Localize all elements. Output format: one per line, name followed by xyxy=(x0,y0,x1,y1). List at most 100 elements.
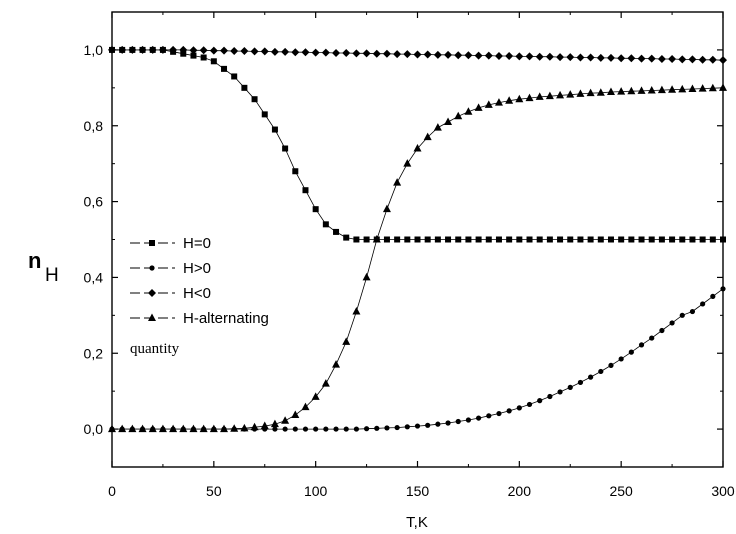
data-point-h-alternating xyxy=(423,132,432,141)
data-point-hlt0 xyxy=(179,45,188,54)
data-point-hgt0 xyxy=(547,393,553,400)
data-point-h-alternating xyxy=(209,424,218,433)
data-point-h-alternating xyxy=(342,337,351,345)
data-point-hlt0 xyxy=(566,53,575,62)
data-point-heq0 xyxy=(618,236,625,243)
data-point-hlt0 xyxy=(657,55,666,64)
data-point-heq0 xyxy=(241,84,248,91)
data-point-heq0 xyxy=(679,236,686,243)
data-point-heq0 xyxy=(383,236,390,243)
data-point-h-alternating xyxy=(220,424,229,433)
data-point-heq0 xyxy=(597,236,604,243)
data-point-h-alternating xyxy=(148,424,157,433)
data-point-h-alternating xyxy=(627,86,636,95)
data-point-hgt0 xyxy=(486,413,492,419)
data-point-hgt0 xyxy=(374,425,380,431)
data-point-hgt0 xyxy=(435,421,441,427)
data-point-heq0 xyxy=(261,111,268,118)
data-point-hlt0 xyxy=(627,54,636,63)
data-point-hlt0 xyxy=(444,50,453,59)
data-point-h-alternating xyxy=(657,85,666,94)
data-point-hgt0 xyxy=(414,423,421,429)
legend-marker-heq0 xyxy=(149,240,155,246)
data-point-h-alternating xyxy=(494,98,503,106)
data-point-heq0 xyxy=(465,236,472,243)
data-point-hgt0 xyxy=(526,401,533,408)
data-point-hlt0 xyxy=(128,45,137,54)
data-point-hgt0 xyxy=(537,398,543,404)
data-point-heq0 xyxy=(546,236,553,243)
series-line-h-alternating xyxy=(112,87,724,430)
legend-marker-hgt0 xyxy=(149,265,155,271)
data-point-h-alternating xyxy=(484,100,493,108)
data-point-hlt0 xyxy=(260,47,269,56)
data-point-hgt0 xyxy=(313,426,319,432)
data-point-hlt0 xyxy=(647,54,656,63)
data-point-h-alternating xyxy=(413,144,422,152)
data-point-heq0 xyxy=(648,236,655,243)
data-point-hlt0 xyxy=(606,53,615,62)
legend-label-heq0: H=0 xyxy=(183,235,211,252)
data-point-h-alternating xyxy=(291,410,300,419)
data-point-hlt0 xyxy=(189,46,198,55)
data-point-h-alternating xyxy=(199,424,208,433)
x-tick-label: 250 xyxy=(609,483,633,499)
data-point-hlt0 xyxy=(240,47,249,56)
data-point-hlt0 xyxy=(494,51,503,60)
data-point-hgt0 xyxy=(394,424,400,431)
data-point-hlt0 xyxy=(108,45,116,54)
data-point-heq0 xyxy=(322,221,329,228)
data-point-heq0 xyxy=(312,206,319,213)
data-point-h-alternating xyxy=(270,419,279,428)
data-point-hgt0 xyxy=(638,342,645,348)
data-point-hlt0 xyxy=(332,48,341,57)
y-tick-label: 0,2 xyxy=(84,345,104,361)
data-point-h-alternating xyxy=(179,424,188,433)
data-point-hlt0 xyxy=(301,48,310,57)
data-point-h-alternating xyxy=(260,421,269,430)
data-point-h-alternating xyxy=(678,84,687,93)
data-point-h-alternating xyxy=(444,117,453,125)
data-point-hlt0 xyxy=(209,46,218,55)
data-point-hgt0 xyxy=(618,356,624,362)
data-point-hlt0 xyxy=(382,49,391,58)
data-point-hlt0 xyxy=(372,49,381,58)
data-point-h-alternating xyxy=(372,235,381,243)
x-axis-title: T,K xyxy=(406,514,428,531)
data-point-hgt0 xyxy=(567,384,573,390)
data-point-hlt0 xyxy=(423,50,432,59)
data-point-h-alternating xyxy=(362,272,371,281)
data-point-hgt0 xyxy=(720,286,726,292)
y-axis-title-subscript: H xyxy=(45,265,59,286)
data-point-h-alternating xyxy=(332,360,341,368)
data-point-h-alternating xyxy=(158,424,167,433)
data-point-heq0 xyxy=(251,96,258,103)
x-tick-label: 50 xyxy=(206,483,222,499)
data-point-hgt0 xyxy=(577,379,584,386)
data-point-hgt0 xyxy=(689,308,696,315)
data-point-h-alternating xyxy=(464,107,473,115)
data-point-hlt0 xyxy=(617,54,626,63)
data-point-hgt0 xyxy=(353,426,359,432)
data-point-h-alternating xyxy=(250,422,259,431)
data-point-h-alternating xyxy=(556,90,565,99)
data-point-heq0 xyxy=(190,52,197,59)
data-point-hgt0 xyxy=(404,424,410,430)
data-point-h-alternating xyxy=(525,93,534,102)
data-point-h-alternating xyxy=(281,416,290,424)
data-point-h-alternating xyxy=(668,85,677,93)
data-point-heq0 xyxy=(282,145,289,152)
data-point-h-alternating xyxy=(169,424,178,433)
data-point-heq0 xyxy=(709,236,716,243)
data-point-hlt0 xyxy=(148,45,157,54)
data-point-heq0 xyxy=(720,236,726,243)
data-point-heq0 xyxy=(475,236,482,243)
legend-label-hlt0: H<0 xyxy=(183,285,211,302)
data-point-hgt0 xyxy=(506,408,512,414)
data-point-hgt0 xyxy=(292,426,298,432)
data-point-h-alternating xyxy=(230,424,239,432)
data-point-hlt0 xyxy=(199,46,208,55)
y-tick-label: 0,6 xyxy=(84,194,104,210)
data-point-h-alternating xyxy=(189,424,198,433)
y-tick-label: 1,0 xyxy=(84,42,104,58)
